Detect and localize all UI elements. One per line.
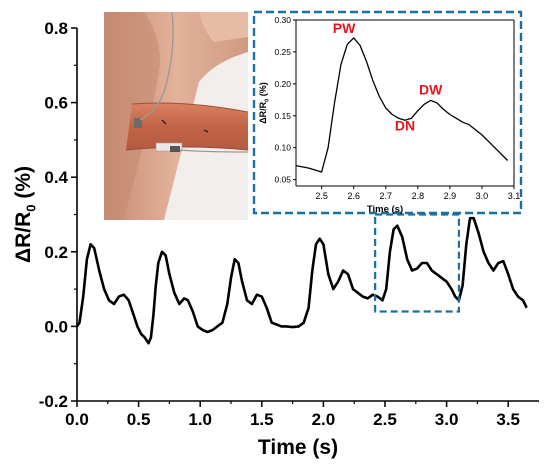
inset-y-tick-label: 0.05 bbox=[274, 175, 291, 185]
y-tick-label: 0.0 bbox=[44, 317, 68, 336]
inset-y-axis-title: ΔR/R0 (%) bbox=[258, 82, 270, 124]
inset-x-tick-label: 2.6 bbox=[347, 191, 360, 201]
y-tick-label: 0.2 bbox=[44, 243, 68, 262]
inset-y-tick-label: 0.20 bbox=[274, 79, 291, 89]
x-tick-label: 3.0 bbox=[435, 410, 459, 429]
inset-y-tick-label: 0.10 bbox=[274, 143, 291, 153]
x-tick-label: 2.0 bbox=[312, 410, 336, 429]
inset-x-tick-label: 2.8 bbox=[412, 191, 425, 201]
x-axis-title: Time (s) bbox=[258, 436, 338, 459]
y-tick-label: 0.8 bbox=[44, 19, 68, 38]
inset-x-tick-label: 3.1 bbox=[508, 191, 521, 201]
x-tick-label: 0.0 bbox=[65, 410, 89, 429]
inset-y-tick-label: 0.25 bbox=[274, 47, 291, 57]
inset-x-tick-label: 3.0 bbox=[476, 191, 489, 201]
series-line bbox=[75, 216, 528, 345]
x-tick-label: 2.5 bbox=[373, 410, 397, 429]
x-tick-label: 0.5 bbox=[127, 410, 151, 429]
annotation-dw: DW bbox=[419, 82, 443, 98]
inset-y-tick-label: 0.30 bbox=[274, 15, 291, 25]
inset-x-tick-label: 2.9 bbox=[444, 191, 457, 201]
x-tick-label: 3.5 bbox=[496, 410, 520, 429]
x-tick-label: 1.5 bbox=[250, 410, 274, 429]
y-axis-title: ΔR/R0 (%) bbox=[12, 166, 38, 263]
inset-chart: 0.05 0.10 0.15 0.20 0.25 0.30 2.5 2.6 2.7 2.8 2.9 3… bbox=[252, 10, 523, 215]
wrist-sensor-photo bbox=[104, 12, 248, 220]
x-tick-label: 1.0 bbox=[188, 410, 212, 429]
y-tick-label: -0.2 bbox=[39, 392, 68, 411]
annotation-dn: DN bbox=[395, 117, 415, 133]
annotation-pw: PW bbox=[333, 20, 356, 36]
y-tick-label: 0.4 bbox=[44, 168, 68, 187]
inset-y-tick-label: 0.15 bbox=[274, 111, 291, 121]
y-tick-label: 0.6 bbox=[44, 94, 68, 113]
inset-x-tick-label: 2.5 bbox=[315, 191, 328, 201]
inset-series-line bbox=[295, 37, 509, 173]
wrist-sensor-photo-drawing bbox=[104, 12, 248, 220]
inset-x-axis-title: Time (s) bbox=[367, 204, 403, 215]
inset-x-tick-label: 2.7 bbox=[380, 191, 393, 201]
zoom-region-box bbox=[374, 213, 461, 313]
inset-frame bbox=[252, 10, 523, 215]
